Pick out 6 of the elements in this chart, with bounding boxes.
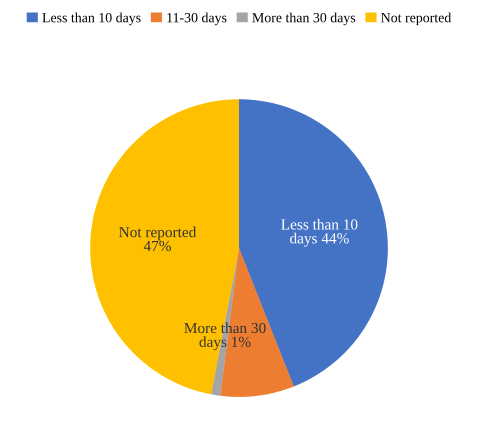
data-label: Not reported 47% <box>119 226 196 252</box>
legend-label: Less than 10 days <box>42 12 141 26</box>
data-label: Less than 10 days 44% <box>281 218 358 247</box>
legend-label: 11-30 days <box>167 12 226 26</box>
legend-label: More than 30 days <box>252 12 356 26</box>
legend-label: Not reported <box>381 12 452 26</box>
